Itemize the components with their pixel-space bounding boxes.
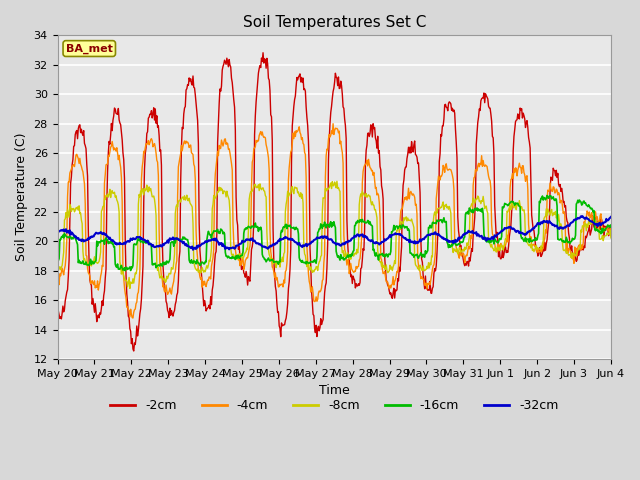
-32cm: [207, 238, 214, 243]
-2cm: [178, 144, 186, 150]
-4cm: [178, 143, 186, 148]
Line: -4cm: -4cm: [58, 124, 611, 318]
-2cm: [130, 348, 138, 354]
-4cm: [607, 228, 615, 234]
-16cm: [54, 256, 61, 262]
-32cm: [579, 213, 586, 219]
X-axis label: Time: Time: [319, 384, 349, 397]
-2cm: [607, 225, 615, 231]
-32cm: [189, 247, 197, 252]
-8cm: [126, 286, 134, 291]
Y-axis label: Soil Temperature (C): Soil Temperature (C): [15, 133, 28, 262]
-8cm: [207, 253, 214, 259]
-16cm: [121, 265, 129, 271]
-16cm: [178, 237, 186, 242]
-32cm: [121, 240, 129, 246]
Line: -16cm: -16cm: [58, 195, 611, 271]
-16cm: [64, 234, 72, 240]
-4cm: [129, 315, 137, 321]
Line: -32cm: -32cm: [58, 216, 611, 250]
-2cm: [403, 156, 411, 161]
-16cm: [122, 268, 129, 274]
-32cm: [403, 236, 410, 242]
-32cm: [607, 214, 615, 220]
-2cm: [54, 307, 61, 313]
-8cm: [333, 179, 340, 184]
-4cm: [207, 276, 214, 282]
-32cm: [177, 238, 184, 244]
-16cm: [403, 225, 410, 230]
-2cm: [419, 272, 427, 278]
-8cm: [607, 235, 615, 241]
-16cm: [543, 192, 551, 198]
-4cm: [329, 121, 337, 127]
-32cm: [64, 228, 72, 234]
-8cm: [419, 263, 427, 269]
-8cm: [121, 277, 129, 283]
-4cm: [403, 197, 411, 203]
-4cm: [121, 285, 129, 290]
Line: -8cm: -8cm: [58, 181, 611, 288]
Title: Soil Temperatures Set C: Soil Temperatures Set C: [243, 15, 426, 30]
-4cm: [54, 277, 61, 283]
-8cm: [54, 267, 61, 273]
-16cm: [419, 254, 426, 260]
Text: BA_met: BA_met: [66, 43, 113, 54]
-2cm: [64, 287, 72, 292]
Legend: -2cm, -4cm, -8cm, -16cm, -32cm: -2cm, -4cm, -8cm, -16cm, -32cm: [105, 395, 563, 418]
-4cm: [64, 194, 72, 200]
-8cm: [403, 218, 411, 224]
-16cm: [607, 222, 615, 228]
-32cm: [54, 229, 61, 235]
-2cm: [207, 294, 214, 300]
-32cm: [419, 236, 426, 242]
-16cm: [207, 232, 214, 238]
Line: -2cm: -2cm: [58, 53, 611, 351]
-8cm: [178, 196, 186, 202]
-4cm: [419, 276, 427, 282]
-8cm: [64, 207, 72, 213]
-2cm: [121, 176, 129, 181]
-2cm: [259, 50, 267, 56]
